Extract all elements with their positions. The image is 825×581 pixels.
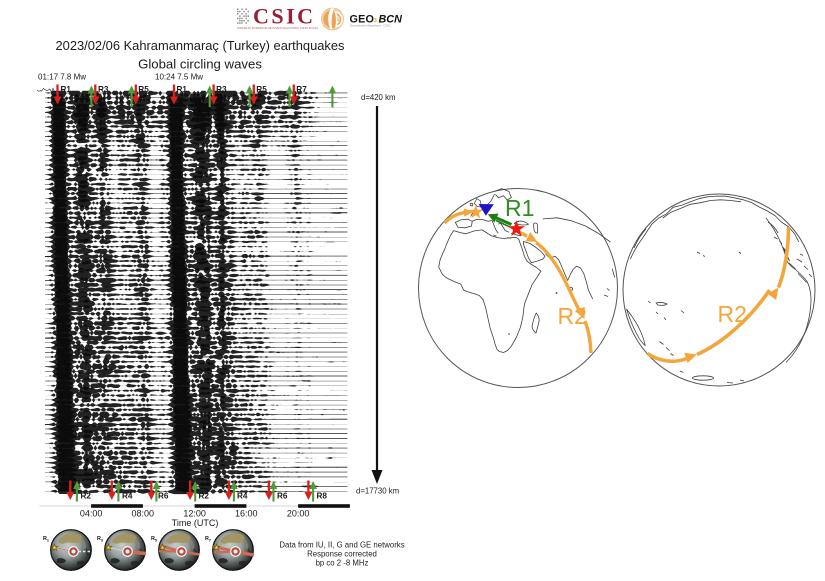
svg-text:20:00: 20:00 (287, 509, 310, 519)
svg-text:2023/02/06 Kahramanmaraç (Turk: 2023/02/06 Kahramanmaraç (Turkey) earthq… (55, 38, 344, 53)
svg-text:16:00: 16:00 (235, 509, 258, 519)
svg-text:BCN: BCN (379, 13, 403, 25)
svg-text:R6: R6 (277, 492, 288, 501)
svg-text:01:17 7.8 Mw: 01:17 7.8 Mw (38, 73, 86, 82)
svg-text:R5: R5 (138, 85, 149, 94)
svg-text:R4: R4 (237, 492, 248, 501)
svg-text:R8: R8 (317, 492, 328, 501)
svg-text:Time (UTC): Time (UTC) (172, 518, 219, 528)
svg-text:10:24 7.5 Mw: 10:24 7.5 Mw (155, 73, 203, 82)
svg-text:CONSEJO SUPERIOR DE INVESTIGAC: CONSEJO SUPERIOR DE INVESTIGACIONES CIEN… (237, 26, 318, 30)
svg-text:R1: R1 (61, 85, 72, 94)
svg-text:R1: R1 (177, 85, 188, 94)
svg-text:04:00: 04:00 (80, 509, 103, 519)
svg-text:12:00: 12:00 (183, 509, 206, 519)
svg-text:R1: R1 (43, 536, 49, 543)
svg-text:R6: R6 (158, 492, 169, 501)
svg-text:bp co 2 -8 MHz: bp co 2 -8 MHz (316, 559, 369, 568)
svg-text:R5: R5 (256, 85, 267, 94)
svg-text:R3: R3 (97, 536, 103, 543)
svg-text:Global circling waves: Global circling waves (138, 57, 262, 72)
svg-text:CSIC: CSIC (253, 4, 316, 29)
svg-text:Data from IU, II, G and GE net: Data from IU, II, G and GE networks (279, 541, 404, 550)
svg-text:R5: R5 (151, 536, 157, 543)
svg-text:R2: R2 (718, 301, 747, 327)
svg-text:08:00: 08:00 (132, 509, 155, 519)
svg-text:Response corrected: Response corrected (307, 550, 377, 559)
svg-text:ɜ: ɜ (373, 15, 377, 24)
svg-text:R2: R2 (81, 492, 92, 501)
svg-text:Geociències Barcelona · CSIC: Geociències Barcelona · CSIC (350, 24, 392, 28)
svg-text:R2: R2 (199, 492, 210, 501)
svg-text:R2: R2 (558, 303, 587, 329)
svg-text:R7: R7 (205, 536, 211, 543)
svg-text:R1: R1 (505, 195, 534, 221)
svg-text:GEO: GEO (350, 13, 375, 25)
svg-text:d=17730 km: d=17730 km (356, 487, 399, 496)
svg-text:R4: R4 (122, 492, 133, 501)
svg-text:R3: R3 (98, 85, 109, 94)
svg-text:R7: R7 (296, 85, 307, 94)
svg-text:d=420 km: d=420 km (361, 93, 395, 102)
svg-text:R3: R3 (216, 85, 227, 94)
